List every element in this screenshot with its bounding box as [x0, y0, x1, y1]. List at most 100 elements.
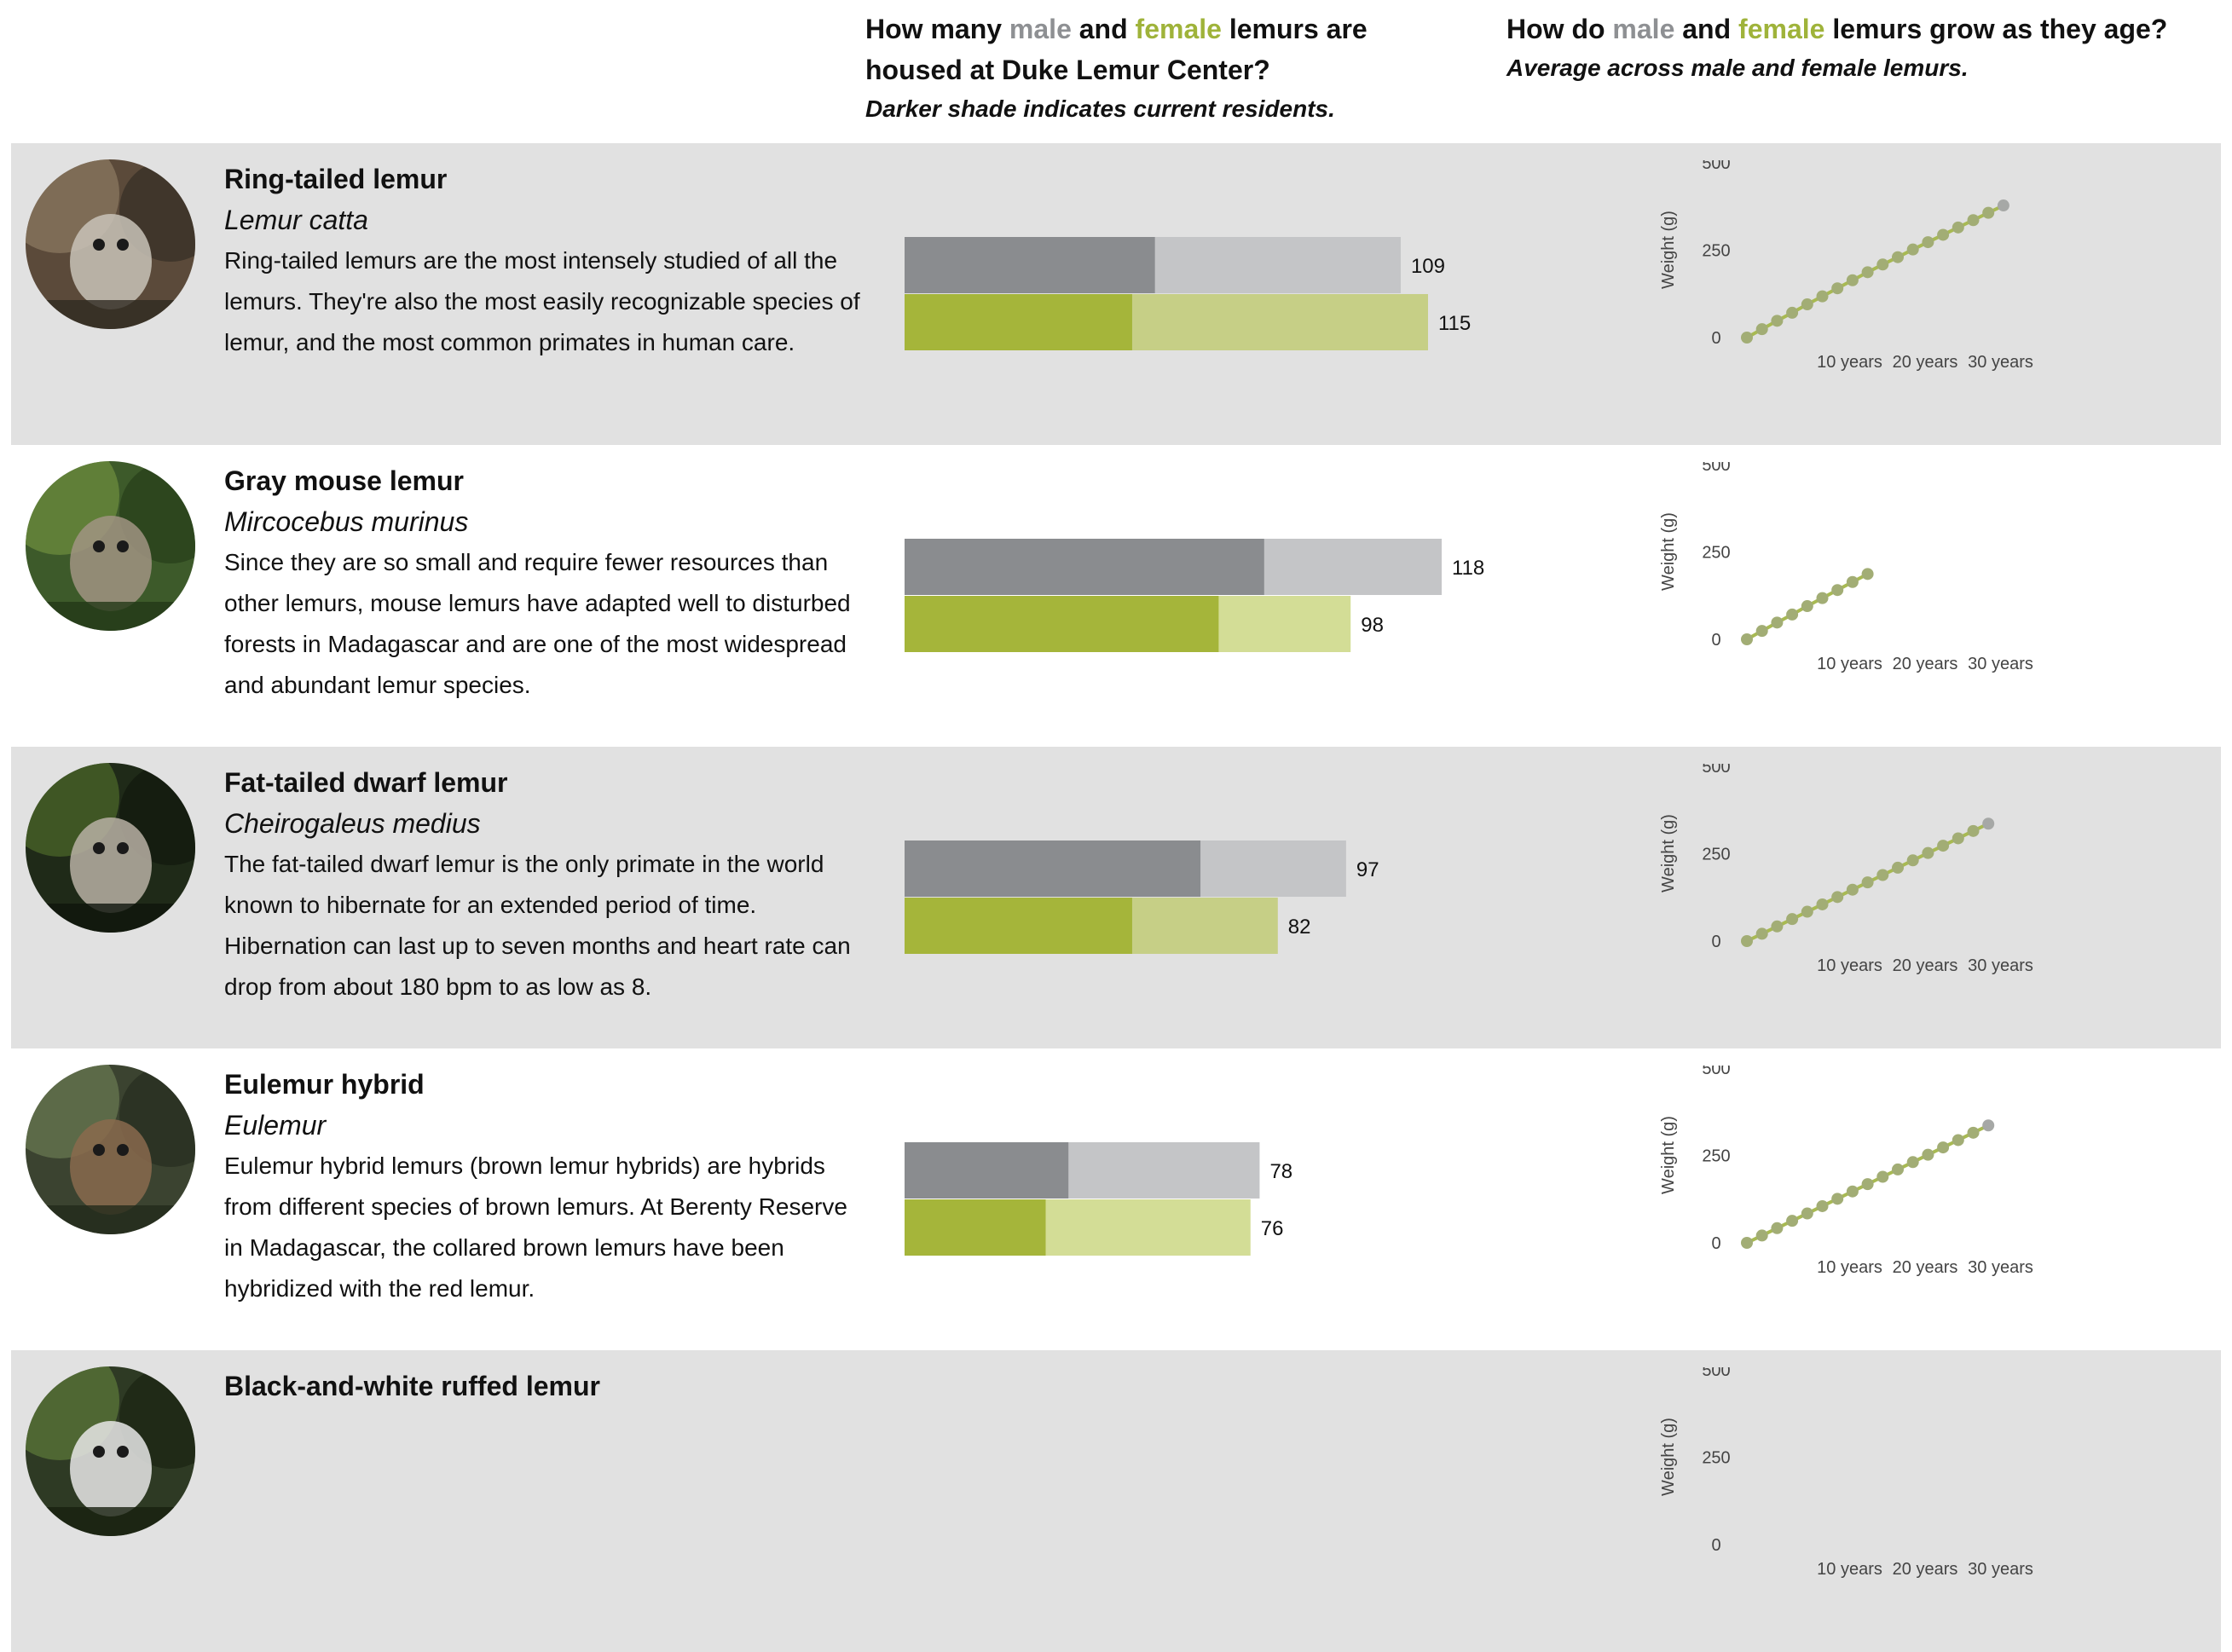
growth-point — [1952, 221, 1964, 234]
growth-title-male: male — [1612, 14, 1675, 44]
growth-line-chart: 0 250 500 Weight (g) 10 years 20 years 30 year… — [1648, 1367, 2125, 1623]
growth-point — [1861, 266, 1874, 279]
male-count-label: 78 — [1269, 1160, 1292, 1183]
growth-point — [1952, 832, 1964, 845]
female-current-bar — [905, 294, 1132, 350]
species-row: Eulemur hybrid Eulemur Eulemur hybrid lemu… — [11, 1048, 2221, 1350]
x-tick-label: 20 years — [1893, 655, 1958, 673]
growth-point — [1771, 616, 1784, 629]
y-tick-label: 500 — [1702, 462, 1730, 475]
growth-point — [1846, 883, 1859, 896]
x-tick-label: 30 years — [1968, 353, 2033, 372]
growth-point — [1937, 228, 1950, 241]
y-tick-label: 250 — [1702, 242, 1730, 261]
growth-point — [1922, 236, 1934, 249]
residents-bar-chart: 97 82 — [905, 840, 1518, 960]
growth-line-chart: 0 250 500 Weight (g) 10 years 20 years 30 year… — [1648, 1066, 2125, 1321]
species-description: Gray mouse lemur Mircocebus murinus Since … — [224, 460, 872, 706]
growth-line — [1746, 204, 2004, 339]
growth-point — [1801, 905, 1813, 918]
growth-point — [1892, 251, 1904, 263]
y-tick-label: 500 — [1702, 1367, 1730, 1380]
male-current-bar — [905, 1142, 1069, 1199]
species-description: Eulemur hybrid Eulemur Eulemur hybrid lemu… — [224, 1064, 872, 1309]
counts-title-pre: How many — [865, 14, 1003, 44]
growth-title-post: lemurs grow as they age? — [1832, 14, 2168, 44]
x-tick-label: 10 years — [1817, 655, 1882, 673]
growth-point — [1846, 1185, 1859, 1198]
growth-point — [1771, 1222, 1784, 1234]
y-tick-label: 500 — [1702, 1066, 1730, 1078]
x-tick-label: 30 years — [1968, 1560, 2033, 1579]
growth-point — [1922, 846, 1934, 859]
growth-svg: 0 250 500 Weight (g) 10 years 20 years 30 year… — [1659, 160, 2033, 372]
growth-subtitle: Average across male and female lemurs. — [1506, 55, 1969, 81]
female-current-bar — [905, 898, 1132, 954]
growth-point — [1876, 869, 1889, 881]
growth-point — [1816, 592, 1829, 604]
y-tick-label: 250 — [1702, 1147, 1730, 1166]
y-tick-label: 0 — [1711, 631, 1720, 650]
counts-title-post: lemurs are housed at Duke Lemur Center? — [865, 14, 1368, 85]
x-tick-label: 30 years — [1968, 1258, 2033, 1277]
growth-point — [1741, 1237, 1753, 1249]
growth-point — [1906, 854, 1919, 867]
growth-point — [1906, 243, 1919, 256]
growth-point — [1831, 282, 1844, 295]
growth-point — [1937, 840, 1950, 852]
species-common-name: Gray mouse lemur — [224, 465, 464, 496]
eulemur-hybrid-photo-icon — [26, 1065, 195, 1234]
species-blurb: The fat-tailed dwarf lemur is the only p… — [224, 851, 851, 1000]
growth-title-pre: How do — [1506, 14, 1605, 44]
growth-point — [1755, 1229, 1768, 1242]
species-row: Ring-tailed lemur Lemur catta Ring-tailed … — [11, 143, 2221, 445]
residents-bar-chart: 78 76 — [905, 1142, 1518, 1262]
growth-point — [1755, 323, 1768, 336]
species-scientific-name: Cheirogaleus medius — [224, 808, 481, 839]
y-tick-label: 250 — [1702, 846, 1730, 864]
growth-point — [1816, 1199, 1829, 1212]
species-photo — [26, 1065, 195, 1234]
growth-point — [1952, 1134, 1964, 1147]
residents-bar-svg: 78 76 — [905, 1142, 1292, 1256]
x-tick-label: 20 years — [1893, 1560, 1958, 1579]
growth-point — [1771, 315, 1784, 327]
growth-point — [1876, 258, 1889, 271]
y-tick-label: 500 — [1702, 160, 1730, 173]
growth-point — [1831, 891, 1844, 904]
page-header: How many male and female lemurs are hous… — [0, 0, 2232, 143]
growth-header: How do male and female lemurs grow as th… — [1506, 9, 2223, 87]
growth-title-female: female — [1738, 14, 1825, 44]
x-tick-label: 30 years — [1968, 956, 2033, 975]
growth-point — [1997, 199, 2009, 212]
fat-tailed-dwarf-lemur-photo-icon — [26, 763, 195, 933]
x-tick-label: 30 years — [1968, 655, 2033, 673]
gray-mouse-lemur-photo-icon — [26, 461, 195, 631]
y-axis-label: Weight (g) — [1659, 1418, 1678, 1496]
male-current-bar — [905, 237, 1155, 293]
growth-point — [1786, 1215, 1799, 1227]
x-tick-label: 20 years — [1893, 353, 1958, 372]
growth-point — [1967, 214, 1980, 227]
species-scientific-name: Lemur catta — [224, 205, 368, 235]
residents-bar-svg: 109 115 — [905, 237, 1471, 350]
female-count-label: 98 — [1361, 614, 1384, 637]
growth-point — [1846, 274, 1859, 286]
growth-point — [1892, 1163, 1904, 1175]
growth-point — [1922, 1148, 1934, 1161]
residents-bar-chart: 109 115 — [905, 237, 1518, 356]
growth-point — [1755, 625, 1768, 638]
growth-point — [1982, 1119, 1995, 1132]
growth-point — [1861, 568, 1874, 581]
species-scientific-name: Mircocebus murinus — [224, 506, 469, 537]
growth-point — [1937, 1141, 1950, 1154]
male-count-label: 97 — [1356, 858, 1379, 881]
male-current-bar — [905, 539, 1264, 595]
growth-point — [1967, 824, 1980, 837]
y-axis-label: Weight (g) — [1659, 512, 1678, 591]
growth-point — [1982, 206, 1995, 219]
y-axis-label: Weight (g) — [1659, 814, 1678, 892]
species-scientific-name: Eulemur — [224, 1110, 327, 1141]
species-description: Fat-tailed dwarf lemur Cheirogaleus mediu… — [224, 762, 872, 1008]
y-tick-label: 0 — [1711, 933, 1720, 951]
